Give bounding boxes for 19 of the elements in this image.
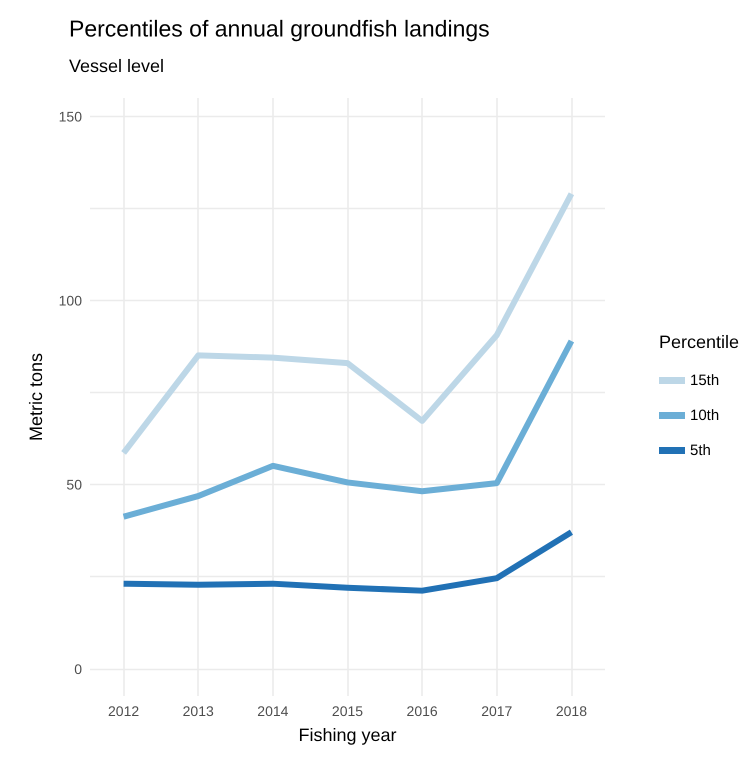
legend-label: 10th — [690, 407, 720, 424]
chart-title: Percentiles of annual groundfish landings — [69, 16, 490, 42]
x-tick-label: 2012 — [108, 703, 140, 719]
legend-label: 15th — [690, 372, 720, 389]
y-tick-label: 150 — [58, 108, 82, 124]
x-tick-label: 2013 — [182, 703, 214, 719]
chart-subtitle: Vessel level — [69, 56, 164, 76]
x-axis-title: Fishing year — [298, 725, 397, 745]
y-axis-title: Metric tons — [26, 352, 46, 442]
x-tick-label: 2018 — [556, 703, 588, 719]
x-tick-label: 2015 — [332, 703, 364, 719]
y-tick-label: 0 — [74, 660, 82, 677]
x-tick-label: 2014 — [257, 703, 289, 719]
y-tick-label: 50 — [66, 476, 82, 493]
legend-label: 5th — [690, 442, 711, 459]
x-tick-label: 2016 — [406, 703, 438, 719]
y-tick-label: 100 — [58, 292, 82, 309]
x-tick-label: 2017 — [481, 703, 513, 719]
legend-title: Percentile — [659, 332, 740, 352]
